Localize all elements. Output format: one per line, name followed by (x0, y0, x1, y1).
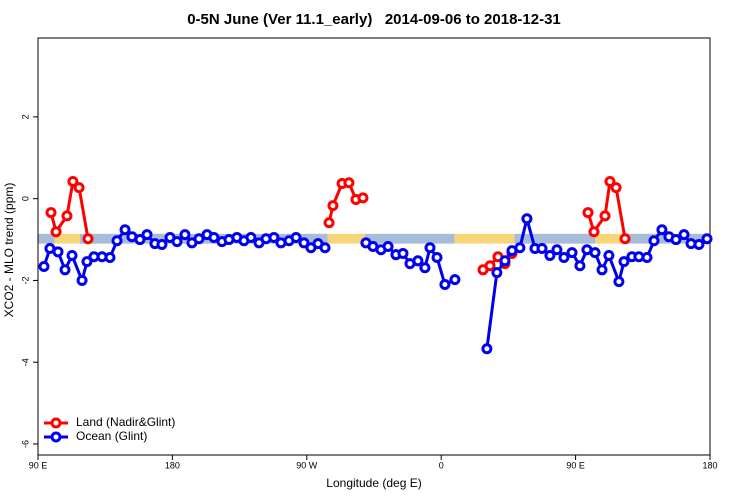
data-point (208, 232, 220, 244)
data-point (656, 224, 668, 236)
x-tick-label: 90 W (296, 460, 318, 470)
surface-band-segment (38, 233, 55, 244)
data-point (491, 267, 503, 279)
legend-marker (50, 417, 62, 429)
surface-band-segment (365, 233, 455, 244)
data-point (76, 274, 88, 286)
surface-band-segment (595, 233, 625, 244)
data-point (551, 244, 563, 256)
data-point (382, 241, 394, 252)
data-point (81, 256, 93, 268)
data-point (179, 229, 191, 241)
y-tick-label: -4 (20, 358, 30, 366)
x-tick-label: 180 (165, 460, 180, 470)
data-point (298, 237, 310, 249)
x-tick-label: 0 (439, 460, 444, 470)
data-point (589, 247, 601, 259)
data-point (82, 233, 94, 245)
data-point (424, 242, 436, 254)
data-point (558, 252, 570, 264)
y-tick-label: 0 (20, 196, 30, 201)
data-point (156, 238, 168, 250)
x-tick-label: 90 E (566, 460, 585, 470)
data-point (38, 261, 50, 273)
data-point (604, 175, 616, 187)
x-axis-label: Longitude (deg E) (326, 476, 421, 490)
legend-label: Land (Nadir&Glint) (76, 415, 175, 429)
surface-band-segment (454, 233, 515, 244)
data-point (648, 235, 660, 247)
data-point (449, 274, 461, 286)
data-point (641, 252, 653, 264)
data-point (327, 200, 339, 212)
data-point (61, 210, 73, 222)
legend-marker (50, 431, 62, 443)
y-axis-label: XCO2 - MLO trend (ppm) (2, 183, 16, 318)
surface-band-segment (327, 233, 366, 244)
data-point (319, 242, 331, 254)
data-point (412, 255, 424, 267)
data-point (59, 264, 71, 276)
data-point (521, 213, 533, 225)
data-point (499, 255, 511, 267)
data-point (141, 229, 153, 241)
data-point (610, 182, 622, 194)
data-point (599, 210, 611, 222)
data-point (588, 226, 600, 238)
data-point (323, 217, 335, 229)
data-point (678, 229, 690, 241)
data-point (566, 247, 578, 259)
surface-band-segment (54, 233, 80, 244)
data-point (419, 262, 431, 274)
y-tick-label: -6 (20, 440, 30, 448)
data-point (290, 232, 302, 244)
y-tick-label: 2 (20, 114, 30, 119)
data-point (596, 264, 608, 276)
data-point (119, 224, 131, 236)
data-point (171, 236, 183, 248)
data-point (343, 177, 355, 189)
data-point (193, 233, 205, 245)
data-point (484, 260, 496, 272)
data-point (618, 256, 630, 268)
y-tick-label: -2 (20, 276, 30, 284)
data-point (536, 243, 548, 255)
data-point (67, 175, 79, 187)
plot-frame (37, 37, 711, 456)
data-point (50, 226, 62, 238)
data-point (701, 233, 713, 245)
data-point (134, 234, 146, 246)
plot-area: -6 -4 -2 0 2 90 E 180 90 W 0 90 E 180 Land (Nadir&G… (20, 37, 718, 470)
data-point (670, 234, 682, 246)
legend-label: Ocean (Glint) (76, 429, 147, 443)
data-point (613, 276, 625, 288)
x-tick-label: 180 (702, 460, 717, 470)
data-point (481, 343, 493, 355)
x-tick-label: 90 E (29, 460, 48, 470)
data-point (514, 242, 526, 254)
data-point (66, 249, 78, 261)
data-point (357, 192, 369, 204)
data-point (693, 238, 705, 250)
chart-title: 0-5N June (Ver 11.1_early) 2014-09-06 to… (187, 11, 561, 28)
data-point (544, 249, 556, 261)
data-point (73, 182, 85, 194)
data-point (439, 279, 451, 291)
data-point (431, 252, 443, 264)
data-point (104, 252, 116, 264)
data-point (268, 232, 280, 244)
data-point (52, 246, 64, 258)
data-point (245, 232, 257, 244)
data-point (582, 207, 594, 219)
data-point (574, 260, 586, 272)
surface-band-segment (514, 233, 596, 244)
data-point (397, 247, 409, 259)
data-point (603, 249, 615, 261)
data-point (45, 207, 57, 219)
data-point (111, 235, 123, 247)
data-point (619, 233, 631, 245)
